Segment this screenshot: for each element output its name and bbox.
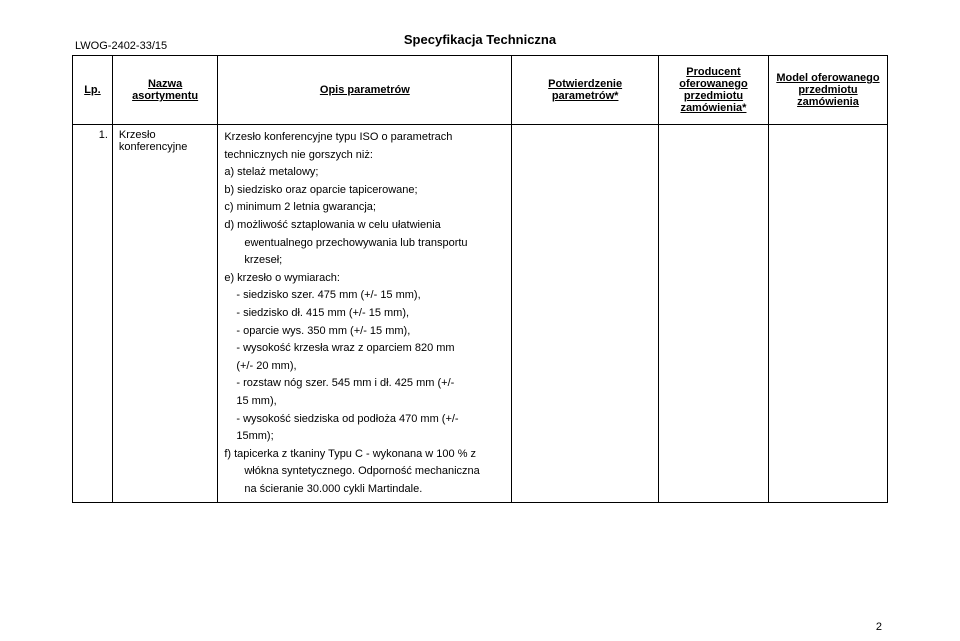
dim-6a: wysokość siedziska od podłoża 470 mm (+/… (236, 411, 505, 446)
desc-intro-2: technicznych nie gorszych niż: (224, 147, 505, 165)
cell-producer (658, 125, 768, 503)
item-e: e) krzesło o wymiarach: (224, 270, 505, 288)
header-producer: Producent oferowanego przedmiotu zamówie… (658, 56, 768, 125)
header-lp: Lp. (73, 56, 113, 125)
item-d-2: ewentualnego przechowywania lub transpor… (224, 235, 505, 253)
header-confirmation: Potwierdzenie parametrów* (512, 56, 659, 125)
item-d-1: d) możliwość sztaplowania w celu ułatwie… (224, 217, 505, 235)
dim-4a: wysokość krzesła wraz z oparciem 820 mm(… (236, 340, 505, 375)
cell-model (768, 125, 887, 503)
name-line2: konferencyjne (119, 141, 211, 153)
item-c: c) minimum 2 letnia gwarancja; (224, 199, 505, 217)
item-f-2: włókna syntetycznego. Odporność mechanic… (224, 463, 505, 481)
header-name: Nazwa asortymentu (112, 56, 217, 125)
page-number: 2 (876, 621, 882, 633)
dim-5a: rozstaw nóg szer. 545 mm i dł. 425 mm (+… (236, 375, 505, 410)
header-model: Model oferowanego przedmiotu zamówienia (768, 56, 887, 125)
dim-2: siedzisko dł. 415 mm (+/- 15 mm), (236, 305, 505, 323)
name-line1: Krzesło (119, 129, 211, 141)
document-reference: LWOG-2402-33/15 (75, 40, 167, 52)
dim-4b: (+/- 20 mm), (236, 360, 296, 372)
cell-confirmation (512, 125, 659, 503)
table-wrapper: Lp. Nazwa asortymentu Opis parametrów Po… (72, 55, 888, 503)
item-b: b) siedzisko oraz oparcie tapicerowane; (224, 182, 505, 200)
dim-1: siedzisko szer. 475 mm (+/- 15 mm), (236, 287, 505, 305)
item-f-3: na ścieranie 30.000 cykli Martindale. (224, 481, 505, 499)
header-desc: Opis parametrów (218, 56, 512, 125)
dim-6b: 15mm); (236, 430, 273, 442)
desc-intro-1: Krzesło konferencyjne typu ISO o paramet… (224, 129, 505, 147)
dimensions-list: siedzisko szer. 475 mm (+/- 15 mm), sied… (224, 287, 505, 445)
cell-lp: 1. (73, 125, 113, 503)
dim-5b: 15 mm), (236, 395, 276, 407)
item-f-1: f) tapicerka z tkaniny Typu C - wykonana… (224, 446, 505, 464)
item-d-3: krzeseł; (224, 252, 505, 270)
dim-3: oparcie wys. 350 mm (+/- 15 mm), (236, 323, 505, 341)
spec-table: Lp. Nazwa asortymentu Opis parametrów Po… (72, 55, 888, 503)
cell-name: Krzesło konferencyjne (112, 125, 217, 503)
header-row: Lp. Nazwa asortymentu Opis parametrów Po… (73, 56, 888, 125)
table-row: 1. Krzesło konferencyjne Krzesło konfere… (73, 125, 888, 503)
item-a: a) stelaż metalowy; (224, 164, 505, 182)
cell-description: Krzesło konferencyjne typu ISO o paramet… (218, 125, 512, 503)
